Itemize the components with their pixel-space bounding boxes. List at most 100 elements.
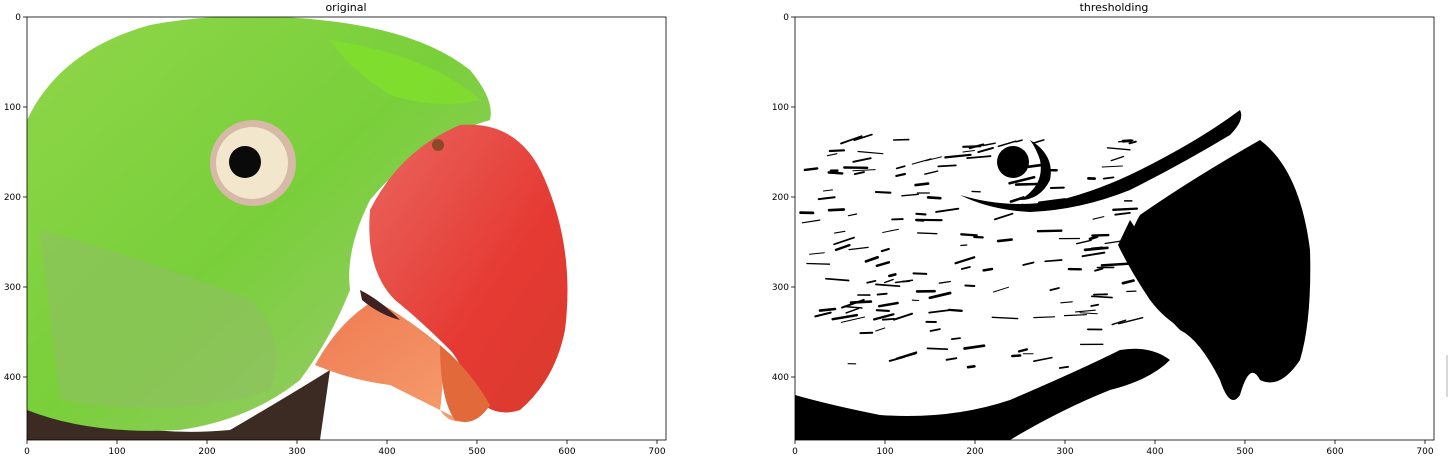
scrollbar-handle[interactable] [1446,355,1448,397]
feather-stroke [852,169,876,172]
feather-stroke [996,238,1013,243]
feather-stroke [938,280,951,284]
feather-stroke [888,273,897,278]
feather-stroke [833,236,855,246]
feather-stroke [834,243,851,252]
feather-stroke [864,255,879,263]
feather-stroke [831,313,859,321]
feather-stroke [966,155,992,159]
feather-stroke [1011,354,1022,358]
feather-stroke [828,149,846,153]
feather-stroke [1033,356,1053,363]
feather-stroke [901,193,919,197]
feather-stroke [928,291,952,300]
feather-stroke [1075,309,1096,313]
subplot-original: original 0 100 200 300 400 500 600 700 0 100 200 3… [4,1,667,457]
feather-stroke [1118,316,1144,325]
image-thresholded [795,17,1434,440]
cheek-shade [40,230,277,408]
feather-stroke [892,312,914,321]
feather-stroke [1094,267,1104,272]
feather-stroke [801,219,821,224]
y-tick-label: 100 [772,103,789,113]
feather-stroke [1090,295,1113,299]
feather-stroke [1100,262,1129,267]
x-tick-label: 500 [468,447,485,457]
feather-stroke [817,196,836,201]
feather-stroke [1104,239,1129,245]
feather-stroke [962,145,982,148]
feather-stroke [1033,316,1056,319]
axes-frame [794,16,1435,441]
feather-stroke [814,311,832,318]
feather-stroke [1075,239,1092,245]
y-tick-label: 300 [4,283,21,293]
feather-stroke [929,328,941,332]
feather-stroke [1106,147,1131,151]
y-axis: 0 100 200 300 400 [772,13,795,383]
feather-stroke [1110,155,1125,162]
feather-stroke [1112,207,1139,211]
feather-stroke [818,307,837,312]
feather-stroke [825,277,850,282]
x-axis: 0 100 200 300 400 500 600 700 [792,440,1434,457]
feather-stroke [1032,139,1045,144]
feather-stroke [840,316,866,323]
x-tick-label: 200 [198,447,215,457]
eye-pupil [229,146,261,178]
lower-beak [315,300,490,422]
x-tick-label: 700 [648,447,665,457]
feather-stroke [954,256,976,265]
beak-mask [1128,140,1311,400]
feather-stroke [875,283,901,288]
feather-stroke [806,262,831,265]
feather-stroke [1088,235,1099,241]
feather-stroke [884,278,894,284]
feather-stroke [1060,301,1073,304]
feather-stroke [876,292,888,296]
feather-stroke [1058,365,1069,369]
feather-stroke [911,158,932,165]
feather-stroke [827,208,846,212]
feather-stroke [882,317,895,321]
feather-stroke [1017,348,1029,353]
feather-stroke [993,286,1010,293]
feather-stroke [1079,312,1098,315]
feather-stroke [1009,196,1025,203]
feather-stroke [960,244,968,247]
x-tick-label: 700 [1416,447,1433,457]
feather-stroke [840,135,863,145]
feather-stroke [1121,279,1135,285]
feather-stroke [926,347,949,351]
x-tick-label: 600 [558,447,575,457]
feather-stroke [1081,251,1106,258]
feather-stroke [928,309,952,314]
feather-stroke [1015,139,1023,143]
feather-stroke [966,364,976,369]
feather-stroke [964,284,976,287]
feather-stroke [882,228,900,233]
x-tick-label: 200 [966,447,983,457]
head-highlight [330,40,480,104]
feather-stroke [1063,314,1088,317]
feather-stroke [866,279,877,284]
feather-stroke [1014,182,1040,186]
feather-stroke [823,189,833,192]
feather-stroke [875,327,886,332]
feather-stroke [809,252,825,255]
feather-stroke [1111,319,1127,326]
feather-stroke [845,307,860,314]
y-tick-label: 300 [772,283,789,293]
feather-stroke [997,140,1017,148]
upper-beak [369,124,568,413]
x-axis: 0 100 200 300 400 500 600 700 [24,440,666,457]
feather-stroke [826,153,838,157]
feather-stroke [1008,175,1036,185]
feather-stroke [924,170,939,175]
feather-stroke [853,133,873,142]
feather-stroke [960,266,971,270]
x-tick-label: 600 [1326,447,1343,457]
feather-stroke [857,150,884,155]
feather-stroke [895,172,907,177]
y-tick-label: 100 [4,103,21,113]
